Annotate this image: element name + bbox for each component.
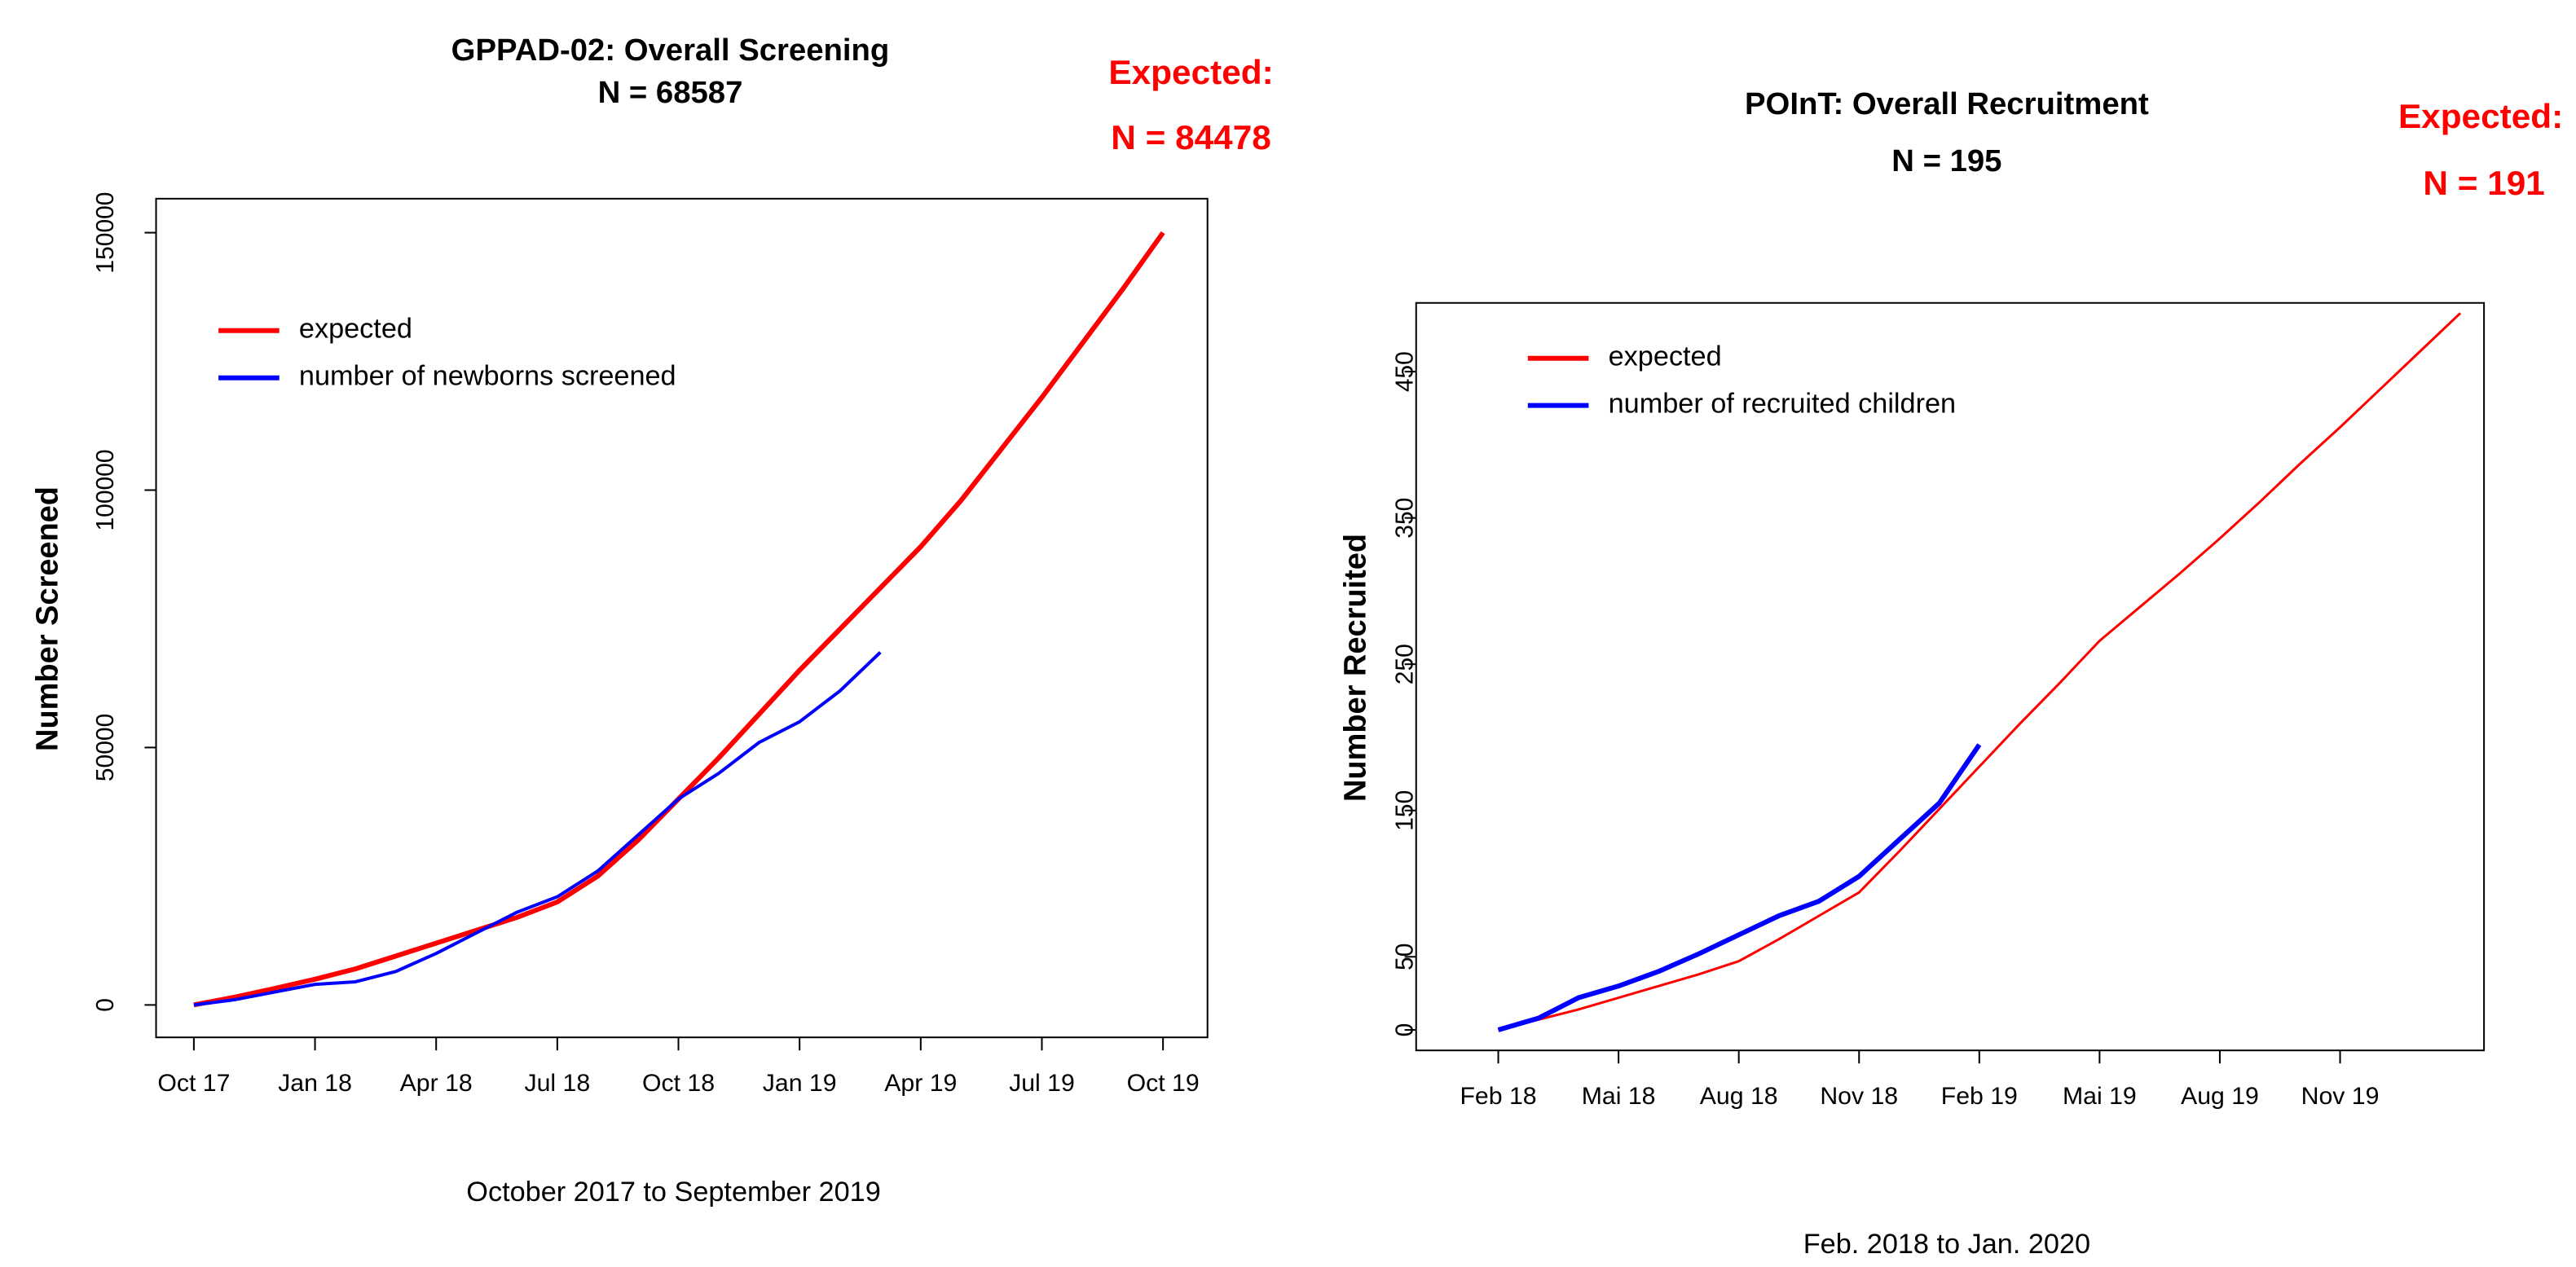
x-tick-label: Aug 18 xyxy=(1700,1083,1778,1110)
y-tick-label: 150000 xyxy=(92,192,119,274)
legend-label: number of newborns screened xyxy=(299,361,676,392)
legend-label: number of recruited children xyxy=(1609,389,1957,420)
x-tick-label: Jul 19 xyxy=(1009,1070,1075,1097)
x-tick-label: Apr 18 xyxy=(400,1070,473,1097)
y-tick-label: 50 xyxy=(1392,944,1419,970)
x-tick-label: Feb 19 xyxy=(1941,1083,2018,1110)
annotation: Expected: xyxy=(2398,97,2563,135)
y-axis-label: Number Screened xyxy=(29,486,64,751)
series-line xyxy=(193,651,882,1007)
x-tick-label: Apr 19 xyxy=(884,1070,957,1097)
x-tick-label: Mai 18 xyxy=(1582,1083,1656,1110)
x-tick-label: Jul 18 xyxy=(524,1070,590,1097)
x-tick-label: Oct 18 xyxy=(642,1070,715,1097)
x-axis-label: October 2017 to September 2019 xyxy=(466,1177,880,1208)
plot-frame xyxy=(155,197,1209,1039)
plot-frame xyxy=(1415,301,2486,1052)
x-tick-label: Jan 19 xyxy=(763,1070,837,1097)
x-tick-label: Mai 19 xyxy=(2063,1083,2137,1110)
x-tick-label: Aug 19 xyxy=(2181,1083,2259,1110)
legend-label: expected xyxy=(299,314,412,345)
x-axis-label: Feb. 2018 to Jan. 2020 xyxy=(1803,1229,2090,1260)
annotation: N = 84478 xyxy=(1111,118,1270,156)
y-tick-label: 0 xyxy=(1392,1023,1419,1037)
y-tick-label: 0 xyxy=(92,998,119,1012)
y-tick-label: 50000 xyxy=(92,714,119,781)
y-axis-label: Number Recruited xyxy=(1337,534,1372,802)
y-tick-label: 250 xyxy=(1392,644,1419,684)
y-tick-label: 100000 xyxy=(92,449,119,530)
series-line xyxy=(193,231,1165,1008)
chart-subtitle: N = 195 xyxy=(1891,143,2001,178)
x-tick-label: Oct 17 xyxy=(157,1070,230,1097)
series-line xyxy=(1497,743,1982,1032)
legend-label: expected xyxy=(1609,341,1722,372)
annotation: Expected: xyxy=(1108,53,1273,91)
annotation: N = 191 xyxy=(2423,164,2544,202)
x-tick-label: Nov 18 xyxy=(1820,1083,1898,1110)
y-tick-label: 350 xyxy=(1392,498,1419,539)
chart-title: GPPAD-02: Overall Screening xyxy=(451,33,890,68)
x-tick-label: Feb 18 xyxy=(1460,1083,1536,1110)
y-tick-label: 150 xyxy=(1392,790,1419,831)
chart-title: POInT: Overall Recruitment xyxy=(1745,86,2149,121)
series-line xyxy=(1498,312,2462,1032)
y-tick-label: 450 xyxy=(1392,351,1419,392)
x-tick-label: Jan 18 xyxy=(278,1070,352,1097)
x-tick-label: Oct 19 xyxy=(1127,1070,1200,1097)
chart-subtitle: N = 68587 xyxy=(598,75,743,110)
x-tick-label: Nov 19 xyxy=(2301,1083,2380,1110)
